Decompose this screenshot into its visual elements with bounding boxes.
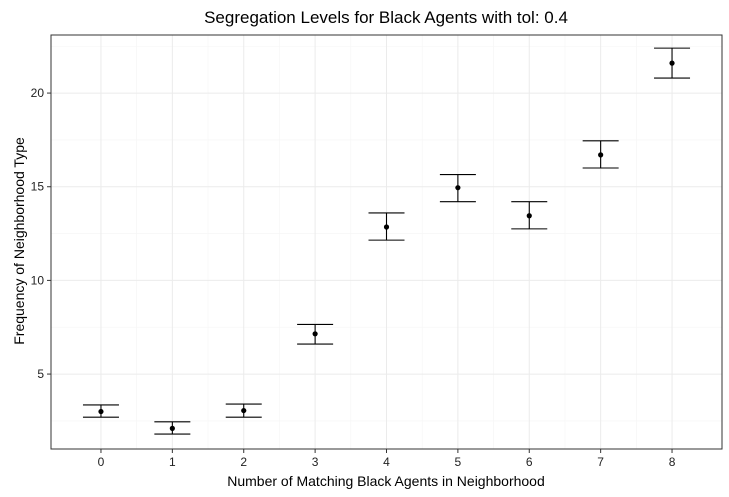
data-point [98,408,104,415]
data-point [526,213,532,219]
y-tick-label: 20 [31,86,45,100]
x-tick-label: 2 [240,455,247,469]
data-series [82,47,691,435]
data-point [312,331,318,337]
x-axis-title: Number of Matching Black Agents in Neigh… [227,473,545,489]
grid [51,35,722,449]
x-tick-label: 6 [526,455,533,469]
y-tick-label: 15 [31,180,45,194]
x-tick-label: 0 [98,455,105,469]
y-tick-label: 5 [37,367,44,381]
data-point [455,185,461,191]
y-axis-title: Frequency of Neighborhood Type [11,137,27,345]
x-tick-label: 5 [455,455,462,469]
data-point [669,60,675,66]
data-point [241,407,247,414]
x-tick-label: 7 [597,455,604,469]
x-tick-label: 8 [669,455,676,469]
y-tick-label: 10 [31,273,45,287]
x-tick-label: 1 [169,455,176,469]
x-tick-label: 3 [312,455,319,469]
x-tick-label: 4 [383,455,390,469]
data-point [169,425,175,431]
data-point [598,152,604,158]
axes: 0 1 2 3 4 5 6 7 8 5 10 15 20 [31,86,676,469]
data-point [383,224,390,230]
chart-title: Segregation Levels for Black Agents with… [204,8,568,27]
